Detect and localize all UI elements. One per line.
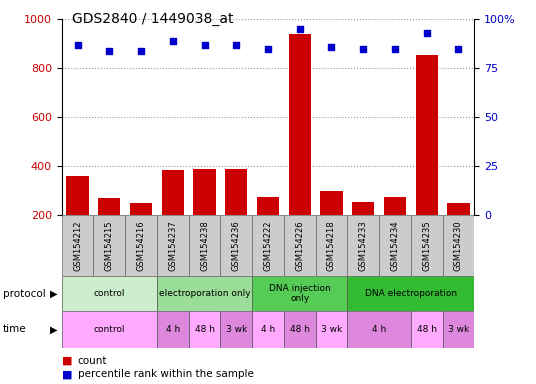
Bar xyxy=(220,311,252,348)
Text: 4 h: 4 h xyxy=(166,325,180,334)
Bar xyxy=(189,311,220,348)
Text: GSM154238: GSM154238 xyxy=(200,220,209,271)
Text: GSM154233: GSM154233 xyxy=(359,220,368,271)
Point xyxy=(391,46,399,52)
Text: ▶: ▶ xyxy=(50,289,57,299)
Bar xyxy=(157,276,252,311)
Text: electroporation only: electroporation only xyxy=(159,289,250,298)
Bar xyxy=(125,215,157,276)
Text: ■: ■ xyxy=(62,356,72,366)
Bar xyxy=(157,215,189,276)
Text: GSM154235: GSM154235 xyxy=(422,220,431,271)
Bar xyxy=(162,170,184,264)
Bar xyxy=(62,311,157,348)
Point xyxy=(168,38,177,44)
Bar xyxy=(284,215,316,276)
Point xyxy=(105,48,114,54)
Bar xyxy=(347,311,411,348)
Bar xyxy=(448,203,470,264)
Bar xyxy=(384,197,406,264)
Text: 48 h: 48 h xyxy=(416,325,437,334)
Point xyxy=(73,41,82,48)
Text: control: control xyxy=(93,325,125,334)
Bar xyxy=(225,169,248,264)
Point xyxy=(295,26,304,32)
Bar xyxy=(316,311,347,348)
Text: 4 h: 4 h xyxy=(261,325,275,334)
Text: 48 h: 48 h xyxy=(290,325,310,334)
Text: GSM154230: GSM154230 xyxy=(454,220,463,271)
Bar xyxy=(411,311,443,348)
Text: GDS2840 / 1449038_at: GDS2840 / 1449038_at xyxy=(72,12,234,25)
Text: 48 h: 48 h xyxy=(195,325,214,334)
Text: GSM154222: GSM154222 xyxy=(264,220,272,271)
Bar xyxy=(443,311,474,348)
Bar xyxy=(98,198,121,264)
Text: GSM154216: GSM154216 xyxy=(137,220,145,271)
Point xyxy=(422,30,431,36)
Text: GSM154234: GSM154234 xyxy=(391,220,399,271)
Text: 3 wk: 3 wk xyxy=(321,325,342,334)
Bar xyxy=(289,34,311,264)
Text: GSM154212: GSM154212 xyxy=(73,220,82,271)
Text: GSM154215: GSM154215 xyxy=(105,220,114,271)
Point xyxy=(327,43,336,50)
Bar xyxy=(62,276,157,311)
Bar xyxy=(93,215,125,276)
Bar xyxy=(220,215,252,276)
Text: GSM154236: GSM154236 xyxy=(232,220,241,271)
Bar xyxy=(284,311,316,348)
Text: ▶: ▶ xyxy=(50,324,57,334)
Bar xyxy=(321,190,343,264)
Bar xyxy=(157,311,189,348)
Bar xyxy=(347,276,474,311)
Bar xyxy=(347,215,379,276)
Bar xyxy=(130,203,152,264)
Text: DNA electroporation: DNA electroporation xyxy=(365,289,457,298)
Text: GSM154226: GSM154226 xyxy=(295,220,304,271)
Bar xyxy=(252,276,347,311)
Text: GSM154237: GSM154237 xyxy=(168,220,177,271)
Text: protocol: protocol xyxy=(3,289,46,299)
Text: DNA injection
only: DNA injection only xyxy=(269,284,331,303)
Bar xyxy=(193,169,215,264)
Text: 4 h: 4 h xyxy=(372,325,386,334)
Bar xyxy=(415,55,438,264)
Text: time: time xyxy=(3,324,26,334)
Bar xyxy=(443,215,474,276)
Text: count: count xyxy=(78,356,107,366)
Bar xyxy=(252,311,284,348)
Bar xyxy=(257,197,279,264)
Point xyxy=(232,41,241,48)
Point xyxy=(200,41,209,48)
Bar xyxy=(352,202,374,264)
Point xyxy=(454,46,463,52)
Point xyxy=(264,46,272,52)
Bar xyxy=(316,215,347,276)
Bar xyxy=(66,176,88,264)
Bar xyxy=(411,215,443,276)
Text: percentile rank within the sample: percentile rank within the sample xyxy=(78,369,254,379)
Bar xyxy=(379,215,411,276)
Text: GSM154218: GSM154218 xyxy=(327,220,336,271)
Bar xyxy=(189,215,220,276)
Text: control: control xyxy=(93,289,125,298)
Bar xyxy=(62,215,93,276)
Text: 3 wk: 3 wk xyxy=(448,325,469,334)
Point xyxy=(359,46,368,52)
Bar xyxy=(252,215,284,276)
Text: ■: ■ xyxy=(62,369,72,379)
Point xyxy=(137,48,145,54)
Text: 3 wk: 3 wk xyxy=(226,325,247,334)
